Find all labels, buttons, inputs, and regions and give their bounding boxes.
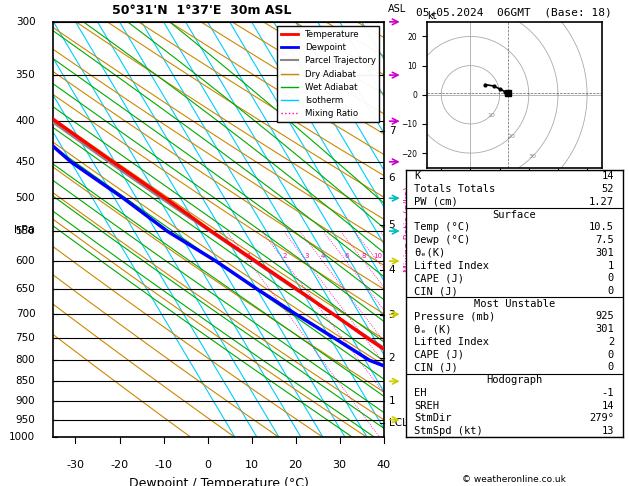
Text: 1: 1	[608, 260, 614, 271]
Text: 301: 301	[595, 324, 614, 334]
Text: 279°: 279°	[589, 413, 614, 423]
Text: Lifted Index: Lifted Index	[415, 337, 489, 347]
Text: kt: kt	[426, 11, 437, 21]
Text: 301: 301	[595, 248, 614, 258]
Text: 3: 3	[304, 253, 309, 259]
Text: 40: 40	[377, 460, 391, 470]
Text: 300: 300	[16, 17, 35, 27]
Text: 52: 52	[601, 184, 614, 194]
Text: 0: 0	[608, 286, 614, 296]
Text: 14: 14	[601, 172, 614, 181]
Text: 2: 2	[608, 337, 614, 347]
Text: Surface: Surface	[493, 209, 536, 220]
Text: 40: 40	[549, 175, 557, 180]
Text: 1: 1	[389, 396, 395, 406]
Text: 4: 4	[389, 265, 395, 275]
Text: 30: 30	[528, 155, 537, 159]
Text: 0: 0	[608, 349, 614, 360]
Text: 7: 7	[389, 125, 395, 136]
Text: 0: 0	[608, 273, 614, 283]
Text: Dewp (°C): Dewp (°C)	[415, 235, 470, 245]
Text: SREH: SREH	[415, 400, 440, 411]
Text: 20: 20	[289, 460, 303, 470]
Text: 7.5: 7.5	[595, 235, 614, 245]
Text: LCL: LCL	[389, 418, 408, 428]
Text: CAPE (J): CAPE (J)	[415, 349, 464, 360]
Text: 4: 4	[320, 253, 325, 259]
Text: EH: EH	[415, 388, 427, 398]
Text: 10.5: 10.5	[589, 223, 614, 232]
Text: -1: -1	[601, 388, 614, 398]
Text: 900: 900	[16, 396, 35, 406]
Text: PW (cm): PW (cm)	[415, 197, 458, 207]
Legend: Temperature, Dewpoint, Parcel Trajectory, Dry Adiabat, Wet Adiabat, Isotherm, Mi: Temperature, Dewpoint, Parcel Trajectory…	[277, 26, 379, 122]
Text: 925: 925	[595, 312, 614, 321]
Text: Lifted Index: Lifted Index	[415, 260, 489, 271]
Text: Most Unstable: Most Unstable	[474, 299, 555, 309]
Text: hPa: hPa	[14, 225, 34, 235]
Text: 05.05.2024  06GMT  (Base: 18): 05.05.2024 06GMT (Base: 18)	[416, 7, 612, 17]
Text: 10: 10	[245, 460, 259, 470]
Text: 1000: 1000	[9, 433, 35, 442]
Text: 20: 20	[508, 134, 516, 139]
Text: 600: 600	[16, 256, 35, 266]
Text: 13: 13	[601, 426, 614, 436]
Text: 1.27: 1.27	[589, 197, 614, 207]
Text: StmSpd (kt): StmSpd (kt)	[415, 426, 483, 436]
Text: 10: 10	[487, 113, 495, 118]
Text: 5: 5	[389, 220, 395, 230]
Text: 2: 2	[389, 353, 395, 363]
Text: 750: 750	[16, 333, 35, 343]
Text: 550: 550	[16, 226, 35, 236]
Text: Hodograph: Hodograph	[486, 375, 542, 385]
Text: Totals Totals: Totals Totals	[415, 184, 496, 194]
Text: 8: 8	[362, 253, 366, 259]
Text: 0: 0	[608, 363, 614, 372]
Text: Mixing Ratio (g/kg): Mixing Ratio (g/kg)	[404, 187, 413, 273]
Text: 10: 10	[373, 253, 382, 259]
Text: 450: 450	[16, 157, 35, 167]
Text: km
ASL: km ASL	[387, 0, 406, 14]
Text: 800: 800	[16, 355, 35, 365]
Text: CIN (J): CIN (J)	[415, 286, 458, 296]
Text: 650: 650	[16, 284, 35, 294]
Text: -20: -20	[111, 460, 128, 470]
Text: 1: 1	[247, 253, 251, 259]
Text: 3: 3	[389, 310, 395, 320]
Text: 6: 6	[344, 253, 348, 259]
Text: -30: -30	[67, 460, 84, 470]
Text: Pressure (mb): Pressure (mb)	[415, 312, 496, 321]
Text: © weatheronline.co.uk: © weatheronline.co.uk	[462, 474, 566, 484]
Text: K: K	[415, 172, 421, 181]
Text: Temp (°C): Temp (°C)	[415, 223, 470, 232]
Text: -10: -10	[155, 460, 172, 470]
Text: 350: 350	[16, 70, 35, 80]
Text: CIN (J): CIN (J)	[415, 363, 458, 372]
Text: 50°31'N  1°37'E  30m ASL: 50°31'N 1°37'E 30m ASL	[113, 4, 292, 17]
Text: 700: 700	[16, 309, 35, 319]
Text: θₑ(K): θₑ(K)	[415, 248, 445, 258]
Text: StmDir: StmDir	[415, 413, 452, 423]
Text: 0: 0	[204, 460, 211, 470]
Text: 14: 14	[601, 400, 614, 411]
Text: 950: 950	[16, 415, 35, 425]
Text: 6: 6	[389, 174, 395, 183]
Text: 30: 30	[333, 460, 347, 470]
Text: Dewpoint / Temperature (°C): Dewpoint / Temperature (°C)	[129, 477, 308, 486]
Text: 400: 400	[16, 116, 35, 126]
Text: θₑ (K): θₑ (K)	[415, 324, 452, 334]
Text: 850: 850	[16, 376, 35, 386]
Text: 2: 2	[282, 253, 286, 259]
Text: CAPE (J): CAPE (J)	[415, 273, 464, 283]
Text: 500: 500	[16, 193, 35, 203]
